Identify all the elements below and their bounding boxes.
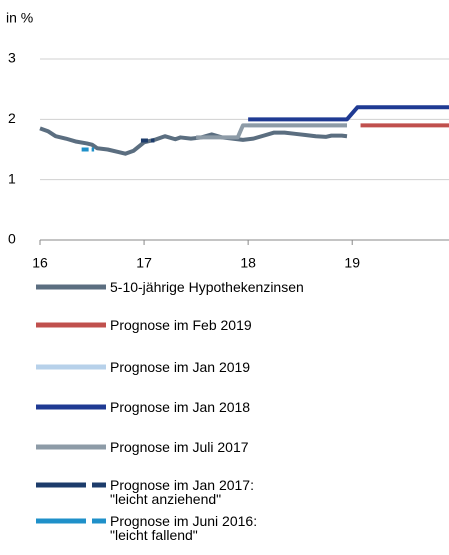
x-tick-label: 19 [344, 255, 360, 271]
legend-label: Prognose im Juni 2016: "leicht fallend" [110, 513, 258, 543]
y-tick-label: 0 [8, 231, 16, 247]
legend-swatch [36, 284, 106, 290]
legend-swatch [36, 518, 106, 524]
legend-swatch [36, 404, 106, 410]
legend-label: Prognose im Feb 2019 [110, 317, 252, 333]
legend-item: Prognose im Jan 2017: "leicht anziehend" [36, 478, 254, 506]
y-axis-label: in % [6, 10, 33, 26]
legend-item: Prognose im Juli 2017 [36, 440, 249, 454]
legend-label: Prognose im Juli 2017 [110, 439, 249, 455]
legend-label: Prognose im Jan 2019 [110, 359, 251, 375]
legend-label: Prognose im Jan 2018 [110, 399, 251, 415]
y-tick-label: 1 [8, 170, 16, 186]
legend-label: Prognose im Jan 2017: "leicht anziehend" [110, 477, 254, 507]
legend-swatch [36, 444, 106, 450]
legend-swatch [36, 364, 106, 370]
series-line [196, 123, 348, 140]
y-tick-label: 2 [8, 110, 16, 126]
legend-item: Prognose im Feb 2019 [36, 318, 252, 332]
y-tick-label: 3 [8, 50, 16, 66]
x-tick-label: 18 [240, 255, 256, 271]
series-line [248, 105, 449, 122]
chart: in % 0 1 2 3 16 17 18 19 [6, 10, 449, 271]
legend-swatch [36, 482, 106, 488]
legend-item: Prognose im Juni 2016: "leicht fallend" [36, 514, 257, 542]
legend-item: Prognose im Jan 2019 [36, 360, 250, 374]
legend-label: 5-10-jährige Hypothekenzinsen [110, 279, 304, 295]
series-line [39, 126, 348, 156]
x-tick-label: 16 [32, 255, 48, 271]
x-tick-label: 17 [136, 255, 152, 271]
legend-item: Prognose im Jan 2018 [36, 400, 250, 414]
legend-item: 5-10-jährige Hypothekenzinsen [36, 280, 304, 294]
legend-swatch [36, 322, 106, 328]
